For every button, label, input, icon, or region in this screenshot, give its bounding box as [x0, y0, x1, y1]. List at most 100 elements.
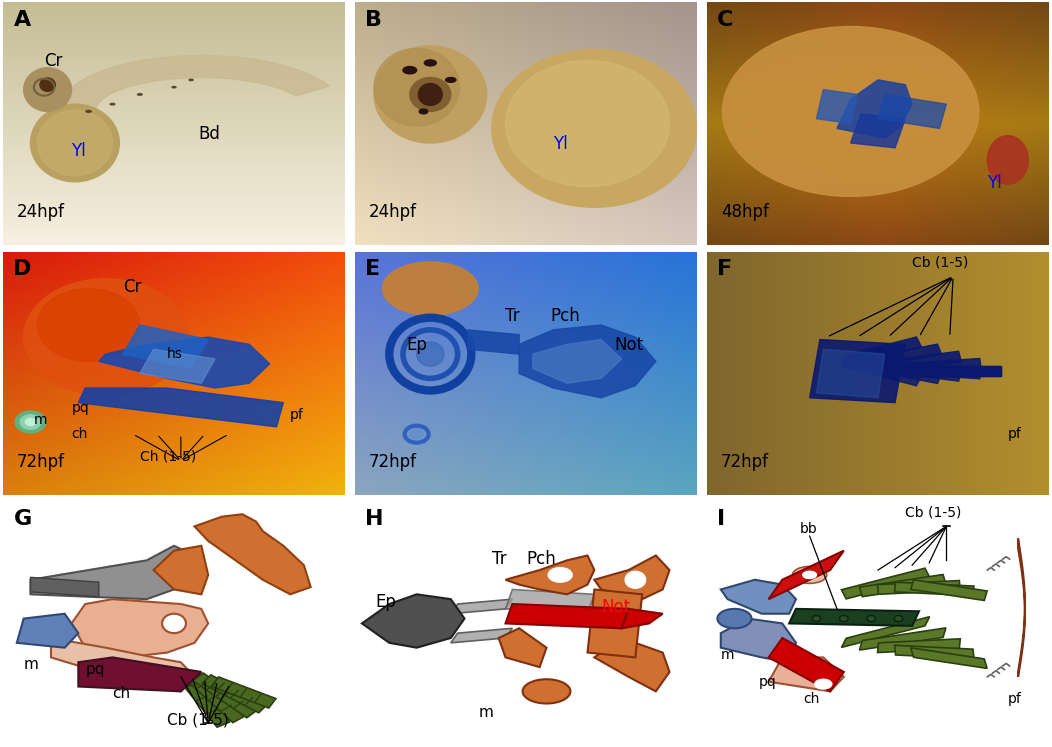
Polygon shape	[362, 595, 465, 648]
Text: ch: ch	[72, 427, 88, 441]
Ellipse shape	[717, 609, 751, 628]
Polygon shape	[99, 337, 269, 388]
Polygon shape	[31, 546, 195, 599]
Text: Not: Not	[601, 598, 630, 616]
Text: pf: pf	[290, 408, 304, 422]
Polygon shape	[863, 359, 942, 383]
Ellipse shape	[424, 60, 437, 66]
Polygon shape	[58, 55, 329, 128]
Ellipse shape	[803, 571, 816, 578]
Ellipse shape	[25, 418, 36, 426]
Ellipse shape	[839, 616, 848, 622]
Polygon shape	[1018, 539, 1025, 677]
Text: D: D	[14, 259, 32, 279]
Ellipse shape	[31, 104, 119, 182]
Text: pq: pq	[72, 400, 89, 415]
Polygon shape	[211, 677, 276, 708]
Polygon shape	[506, 556, 594, 595]
Text: m: m	[34, 413, 47, 427]
Text: pq: pq	[85, 662, 104, 677]
Ellipse shape	[171, 87, 176, 88]
Polygon shape	[789, 609, 919, 626]
Text: A: A	[14, 10, 31, 30]
Polygon shape	[842, 356, 922, 385]
Polygon shape	[140, 350, 215, 383]
Polygon shape	[587, 589, 642, 657]
Polygon shape	[878, 94, 947, 128]
Polygon shape	[877, 580, 960, 595]
Polygon shape	[72, 599, 208, 657]
Text: Yl: Yl	[988, 173, 1003, 191]
Polygon shape	[859, 574, 946, 597]
Polygon shape	[863, 344, 942, 369]
Ellipse shape	[492, 49, 696, 207]
Ellipse shape	[419, 84, 442, 105]
Polygon shape	[622, 609, 663, 628]
Text: bb: bb	[800, 522, 817, 536]
Polygon shape	[193, 673, 258, 718]
Ellipse shape	[403, 66, 417, 74]
Ellipse shape	[383, 262, 479, 315]
Ellipse shape	[723, 26, 978, 196]
Text: 72hpf: 72hpf	[369, 453, 417, 471]
Ellipse shape	[988, 136, 1029, 185]
Ellipse shape	[86, 111, 92, 112]
Text: Ep: Ep	[406, 336, 427, 354]
Ellipse shape	[814, 679, 832, 689]
Polygon shape	[859, 628, 946, 650]
Ellipse shape	[812, 616, 821, 622]
Polygon shape	[884, 351, 962, 371]
Text: C: C	[717, 10, 733, 30]
Polygon shape	[451, 628, 512, 643]
Ellipse shape	[23, 279, 187, 395]
Ellipse shape	[20, 415, 41, 430]
Polygon shape	[905, 363, 982, 379]
Polygon shape	[123, 325, 208, 369]
Ellipse shape	[15, 411, 46, 433]
Polygon shape	[816, 90, 857, 123]
Text: E: E	[365, 259, 381, 279]
Polygon shape	[451, 599, 512, 614]
Polygon shape	[506, 604, 628, 628]
Ellipse shape	[37, 111, 113, 176]
Polygon shape	[175, 669, 230, 727]
Polygon shape	[183, 671, 245, 722]
Polygon shape	[78, 657, 201, 692]
Ellipse shape	[23, 68, 72, 111]
Polygon shape	[50, 638, 195, 692]
Text: 24hpf: 24hpf	[369, 202, 417, 220]
Polygon shape	[837, 80, 912, 138]
Ellipse shape	[40, 78, 56, 91]
Text: Cr: Cr	[44, 52, 62, 70]
Polygon shape	[842, 568, 930, 599]
Ellipse shape	[792, 566, 827, 583]
Ellipse shape	[894, 616, 903, 622]
Ellipse shape	[523, 679, 570, 704]
Text: m: m	[23, 657, 39, 672]
Text: Cb (1-5): Cb (1-5)	[906, 505, 962, 519]
Ellipse shape	[189, 79, 194, 81]
Ellipse shape	[373, 49, 460, 126]
Polygon shape	[884, 361, 962, 381]
Polygon shape	[499, 628, 546, 667]
Polygon shape	[154, 546, 208, 595]
Ellipse shape	[419, 109, 428, 114]
Polygon shape	[17, 614, 78, 648]
Polygon shape	[911, 648, 987, 669]
Polygon shape	[506, 589, 594, 614]
Polygon shape	[905, 359, 982, 374]
Text: Cb (1-5): Cb (1-5)	[912, 255, 969, 269]
Polygon shape	[594, 556, 669, 599]
Text: Tr: Tr	[506, 307, 520, 325]
Text: m: m	[479, 705, 493, 721]
Text: H: H	[365, 509, 384, 530]
Text: 72hpf: 72hpf	[721, 453, 769, 471]
Ellipse shape	[373, 46, 487, 143]
Ellipse shape	[410, 78, 451, 111]
Text: ch: ch	[803, 692, 820, 706]
Polygon shape	[520, 325, 655, 397]
Text: Ch (1-5): Ch (1-5)	[140, 449, 196, 463]
Text: G: G	[14, 509, 32, 530]
Polygon shape	[721, 619, 796, 663]
Text: Ep: Ep	[376, 593, 397, 611]
